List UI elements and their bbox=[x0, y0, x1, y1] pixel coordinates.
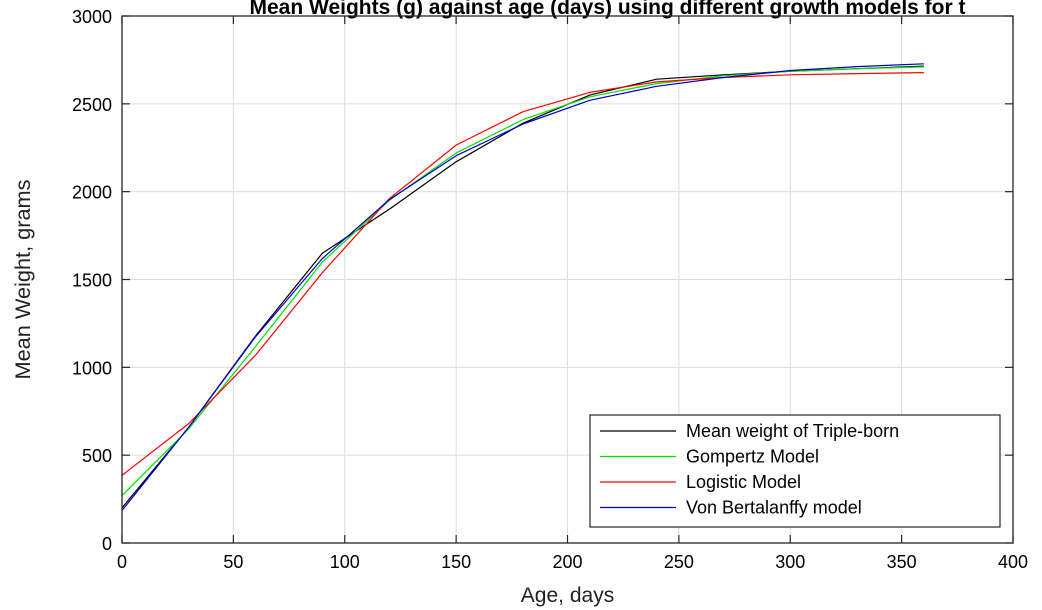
y-tick-label: 2000 bbox=[72, 183, 112, 203]
x-tick-label: 0 bbox=[117, 552, 127, 572]
y-tick-label: 2500 bbox=[72, 95, 112, 115]
y-tick-label: 1000 bbox=[72, 358, 112, 378]
y-tick-label: 0 bbox=[102, 534, 112, 554]
x-tick-label: 200 bbox=[552, 552, 582, 572]
legend-label-1: Mean weight of Triple-born bbox=[686, 421, 899, 441]
y-tick-label: 3000 bbox=[72, 7, 112, 27]
x-tick-label: 150 bbox=[441, 552, 471, 572]
x-tick-label: 50 bbox=[223, 552, 243, 572]
y-tick-label: 1500 bbox=[72, 271, 112, 291]
x-tick-label: 350 bbox=[887, 552, 917, 572]
series-line-4 bbox=[121, 63, 924, 511]
series-line-2 bbox=[121, 66, 924, 497]
x-axis-label: Age, days bbox=[521, 584, 614, 607]
series-line-3 bbox=[121, 72, 924, 476]
tick-labels: 0 50 100 150 200 250 300 350 400 0 500 1000 1500 2000… bbox=[72, 7, 1028, 572]
legend-label-2: Gompertz Model bbox=[686, 447, 819, 467]
chart-title: Mean Weights (g) against age (days) usin… bbox=[250, 0, 966, 19]
x-tick-label: 400 bbox=[998, 552, 1028, 572]
legend-label-3: Logistic Model bbox=[686, 472, 801, 492]
series-layer bbox=[121, 63, 924, 511]
x-tick-label: 100 bbox=[330, 552, 360, 572]
legend-label-4: Von Bertalanffy model bbox=[686, 498, 862, 518]
legend: Mean weight of Triple-born Gompertz Model… bbox=[589, 414, 1001, 528]
x-tick-label: 300 bbox=[775, 552, 805, 572]
x-tick-label: 250 bbox=[664, 552, 694, 572]
y-axis-label: Mean Weight, grams bbox=[12, 180, 35, 380]
grid bbox=[122, 16, 1013, 543]
legend-box bbox=[589, 414, 1001, 528]
y-tick-label: 500 bbox=[82, 446, 112, 466]
